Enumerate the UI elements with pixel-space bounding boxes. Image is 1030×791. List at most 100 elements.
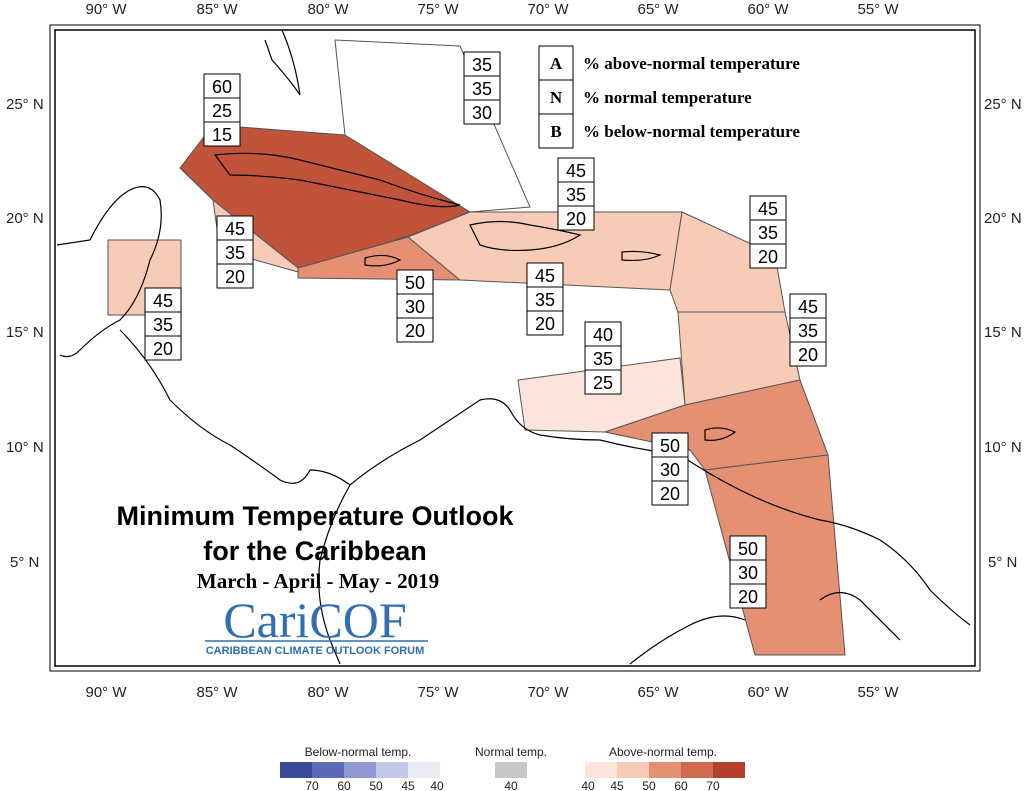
colorbar-below-swatch bbox=[408, 762, 440, 778]
prob-above: 45 bbox=[535, 266, 555, 286]
prob-normal: 35 bbox=[535, 290, 555, 310]
anb-key: A N B % above-normal temperature % norma… bbox=[538, 45, 800, 149]
colorbar-above-tick: 40 bbox=[581, 779, 595, 791]
prob-box-windward: 45 35 20 bbox=[789, 293, 827, 367]
prob-below: 20 bbox=[566, 209, 586, 229]
prob-above: 60 bbox=[212, 77, 232, 97]
prob-box-belize: 45 35 20 bbox=[144, 287, 182, 361]
prob-normal: 35 bbox=[593, 349, 613, 369]
prob-above: 40 bbox=[593, 325, 613, 345]
colorbar-below-tick: 40 bbox=[430, 779, 444, 791]
lat-label: 5° N bbox=[988, 554, 1017, 571]
prob-normal: 25 bbox=[212, 101, 232, 121]
lon-label: 65° W bbox=[637, 1, 679, 18]
prob-above: 50 bbox=[738, 539, 758, 559]
prob-normal: 35 bbox=[153, 315, 173, 335]
lon-label: 75° W bbox=[417, 1, 459, 18]
lon-label: 60° W bbox=[747, 1, 789, 18]
colorbar-above-tick: 45 bbox=[610, 779, 624, 791]
region-bahamas bbox=[334, 39, 531, 213]
colorbar-below-swatch bbox=[376, 762, 408, 778]
lon-label: 70° W bbox=[527, 1, 569, 18]
lon-label: 90° W bbox=[85, 684, 127, 701]
prob-below: 15 bbox=[212, 125, 232, 145]
lon-label: 60° W bbox=[747, 684, 789, 701]
colorbar-above-swatch bbox=[649, 762, 681, 778]
colorbar-normal-title: Normal temp. bbox=[475, 745, 547, 759]
logo-subtitle: CARIBBEAN CLIMATE OUTLOOK FORUM bbox=[206, 645, 425, 657]
prob-normal: 30 bbox=[405, 297, 425, 317]
prob-below: 20 bbox=[660, 484, 680, 504]
prob-above: 50 bbox=[405, 273, 425, 293]
colorbar-below-swatch bbox=[280, 762, 312, 778]
prob-below: 20 bbox=[405, 321, 425, 341]
lat-label: 10° N bbox=[6, 439, 44, 456]
lat-label: 10° N bbox=[984, 439, 1022, 456]
lat-label: 20° N bbox=[6, 210, 44, 227]
colorbar-above-tick: 60 bbox=[674, 779, 688, 791]
prob-below: 20 bbox=[153, 339, 173, 359]
lat-label: 15° N bbox=[984, 324, 1022, 341]
prob-normal: 35 bbox=[758, 223, 778, 243]
key-text-above: % above-normal temperature bbox=[583, 54, 800, 73]
colorbar-above: Above-normal temp. 40 45 50 60 70 bbox=[581, 745, 745, 791]
key-letter-a: A bbox=[550, 54, 563, 73]
title-line-2: for the Caribbean bbox=[203, 536, 427, 566]
colorbar-normal-tick: 40 bbox=[504, 779, 518, 791]
prob-normal: 30 bbox=[738, 563, 758, 583]
lon-label: 70° W bbox=[527, 684, 569, 701]
prob-box-turks: 45 35 20 bbox=[557, 157, 595, 231]
lon-label: 85° W bbox=[196, 1, 238, 18]
prob-below: 20 bbox=[758, 247, 778, 267]
lat-label: 5° N bbox=[10, 554, 39, 571]
lat-label: 25° N bbox=[984, 96, 1022, 113]
colorbar-above-swatch bbox=[681, 762, 713, 778]
prob-above: 35 bbox=[472, 55, 492, 75]
lon-labels-top: 90° W 85° W 80° W 75° W 70° W 65° W 60° … bbox=[85, 1, 899, 18]
prob-normal: 35 bbox=[798, 321, 818, 341]
lon-label: 80° W bbox=[307, 684, 349, 701]
prob-below: 20 bbox=[798, 345, 818, 365]
prob-below: 20 bbox=[738, 587, 758, 607]
colorbar-below-tick: 50 bbox=[369, 779, 383, 791]
lat-label: 20° N bbox=[984, 210, 1022, 227]
colorbar-normal: Normal temp. 40 bbox=[475, 745, 547, 791]
prob-above: 45 bbox=[798, 297, 818, 317]
prob-normal: 30 bbox=[660, 460, 680, 480]
prob-box-guianas: 50 30 20 bbox=[729, 535, 767, 609]
title-line-3: March - April - May - 2019 bbox=[197, 569, 439, 593]
prob-below: 20 bbox=[225, 267, 245, 287]
key-text-below: % below-normal temperature bbox=[583, 122, 800, 141]
prob-box-bahamas: 35 35 30 bbox=[463, 51, 501, 125]
key-letter-b: B bbox=[550, 122, 561, 141]
prob-normal: 35 bbox=[472, 79, 492, 99]
colorbar-above-tick: 70 bbox=[706, 779, 720, 791]
prob-box-cuba: 60 25 15 bbox=[203, 73, 241, 147]
prob-normal: 35 bbox=[225, 243, 245, 263]
prob-box-jamaica: 50 30 20 bbox=[396, 269, 434, 343]
key-letter-n: N bbox=[550, 88, 563, 107]
lon-label: 65° W bbox=[637, 684, 679, 701]
title-block: Minimum Temperature Outlook for the Cari… bbox=[116, 501, 514, 593]
prob-box-abc: 40 35 25 bbox=[584, 321, 622, 395]
lon-label: 85° W bbox=[196, 684, 238, 701]
prob-above: 45 bbox=[566, 161, 586, 181]
lat-label: 25° N bbox=[6, 96, 44, 113]
prob-box-leeward: 45 35 20 bbox=[749, 195, 787, 269]
lon-label: 75° W bbox=[417, 684, 459, 701]
prob-normal: 35 bbox=[566, 185, 586, 205]
coastlines bbox=[56, 29, 971, 665]
prob-below: 30 bbox=[472, 103, 492, 123]
lat-labels-left: 25° N 20° N 15° N 10° N 5° N bbox=[6, 96, 44, 571]
colorbar-above-tick: 50 bbox=[642, 779, 656, 791]
prob-below: 25 bbox=[593, 373, 613, 393]
map-outer-frame bbox=[49, 24, 981, 672]
lat-label: 15° N bbox=[6, 324, 44, 341]
lon-label: 55° W bbox=[857, 684, 899, 701]
colorbar-below-tick: 45 bbox=[401, 779, 415, 791]
prob-box-cayman: 45 35 20 bbox=[216, 215, 254, 289]
colorbar-above-swatch bbox=[617, 762, 649, 778]
colorbar-below-title: Below-normal temp. bbox=[305, 745, 412, 759]
prob-above: 50 bbox=[660, 436, 680, 456]
